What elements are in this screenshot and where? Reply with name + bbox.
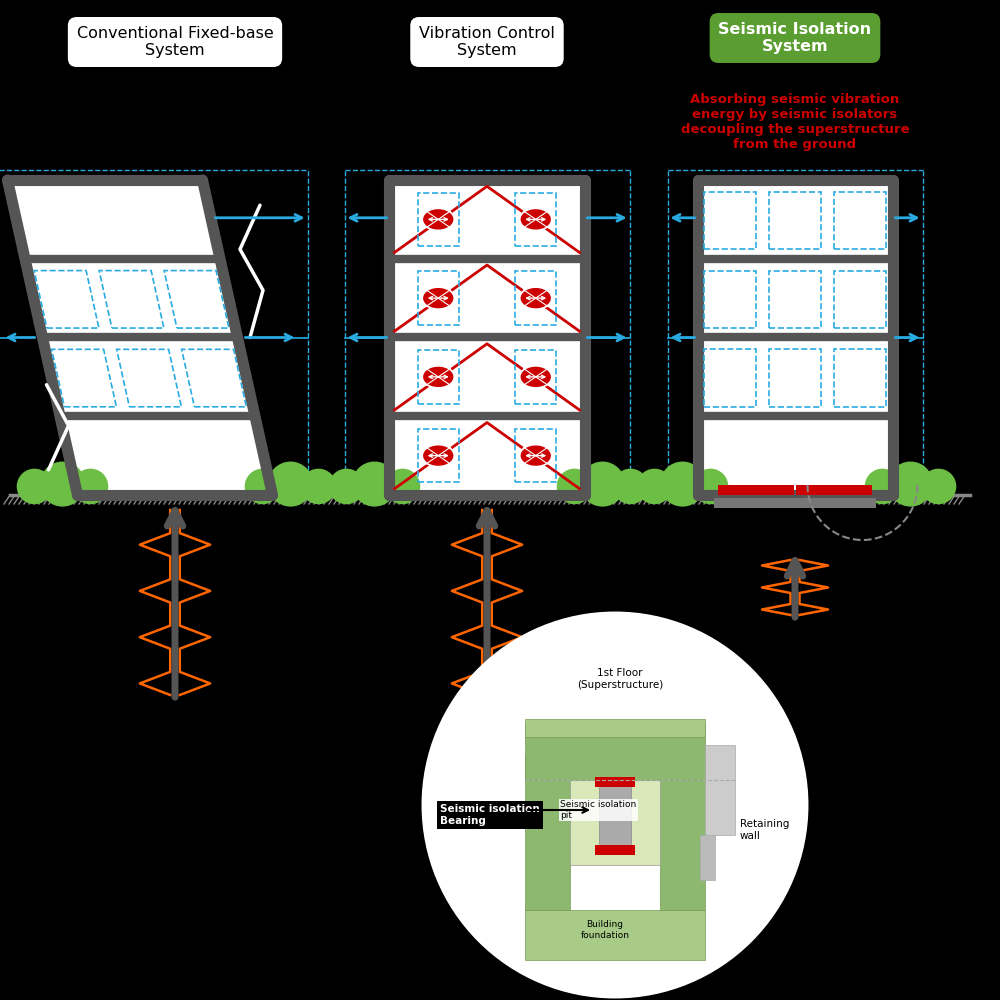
Circle shape <box>581 462 624 506</box>
Circle shape <box>693 469 728 504</box>
Bar <box>599 781 631 853</box>
Ellipse shape <box>520 287 552 309</box>
Circle shape <box>613 469 648 504</box>
Bar <box>418 271 459 325</box>
Polygon shape <box>389 180 584 495</box>
Bar <box>796 485 872 495</box>
Text: Seismic isolation
Bearing: Seismic isolation Bearing <box>440 804 540 826</box>
Circle shape <box>329 469 364 504</box>
Text: Vibration Control
System: Vibration Control System <box>419 26 555 58</box>
Ellipse shape <box>520 366 552 388</box>
Ellipse shape <box>422 366 454 388</box>
Bar <box>515 350 556 404</box>
Bar <box>570 780 660 865</box>
Ellipse shape <box>422 287 454 309</box>
Bar <box>792 498 876 508</box>
Circle shape <box>889 462 932 506</box>
Circle shape <box>245 469 280 504</box>
Text: Building
foundation: Building foundation <box>580 920 630 940</box>
Ellipse shape <box>520 208 552 230</box>
Bar <box>595 845 635 855</box>
Bar <box>718 485 794 495</box>
Ellipse shape <box>520 445 552 467</box>
Polygon shape <box>7 180 272 495</box>
Ellipse shape <box>422 208 454 230</box>
Bar <box>660 755 705 910</box>
Bar <box>418 429 459 482</box>
Circle shape <box>921 469 956 504</box>
Bar <box>515 271 556 325</box>
Circle shape <box>17 469 52 504</box>
Circle shape <box>301 469 336 504</box>
Circle shape <box>557 469 592 504</box>
Bar <box>525 725 705 780</box>
Bar <box>418 350 459 404</box>
Circle shape <box>661 462 704 506</box>
Bar <box>525 910 705 960</box>
Circle shape <box>269 462 312 506</box>
Text: Seismic Isolation
System: Seismic Isolation System <box>718 22 872 54</box>
Bar <box>705 745 735 835</box>
Bar <box>515 429 556 482</box>
Circle shape <box>41 462 84 506</box>
Bar <box>595 777 635 787</box>
Bar <box>525 755 570 910</box>
Circle shape <box>425 615 805 995</box>
Circle shape <box>353 462 396 506</box>
Ellipse shape <box>422 445 454 467</box>
Bar <box>700 835 715 880</box>
Text: Seismic isolation
pit: Seismic isolation pit <box>560 800 636 820</box>
Text: Absorbing seismic vibration
energy by seismic isolators
decoupling the superstru: Absorbing seismic vibration energy by se… <box>681 93 909 151</box>
Polygon shape <box>698 180 893 495</box>
Text: Conventional Fixed-base
System: Conventional Fixed-base System <box>77 26 273 58</box>
Circle shape <box>865 469 900 504</box>
Bar <box>418 193 459 246</box>
Text: 1st Floor
(Superstructure): 1st Floor (Superstructure) <box>577 668 663 690</box>
Bar <box>714 498 798 508</box>
Bar <box>525 719 705 737</box>
Text: Retaining
wall: Retaining wall <box>740 819 789 841</box>
Bar <box>515 193 556 246</box>
Circle shape <box>637 469 672 504</box>
Circle shape <box>385 469 420 504</box>
Circle shape <box>73 469 108 504</box>
